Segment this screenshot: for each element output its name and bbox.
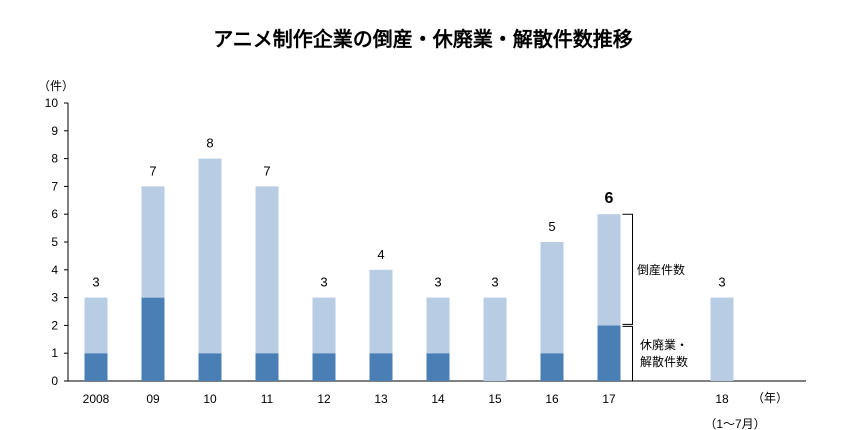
bar-segment-bankruptcy [369,269,393,354]
y-tick-label: 10 [45,96,59,110]
bar-total-label: 6 [605,190,614,207]
bar-segment-closure [540,353,564,381]
bar-segment-closure [255,353,279,381]
bar-segment-bankruptcy [84,297,108,354]
bar-segment-bankruptcy [426,297,450,354]
bar-total-label: 4 [377,247,384,262]
x-tick-label: 09 [146,392,160,406]
bar-total-label: 7 [149,163,156,178]
bar-segment-closure [597,325,621,381]
x-tick-label: 16 [545,392,559,406]
bar-total-label: 3 [92,275,99,290]
bar-segment-closure [312,353,336,381]
y-tick-label: 4 [51,263,58,277]
bar-segment-bankruptcy [710,297,734,381]
y-tick-label: 7 [51,179,58,193]
y-tick-label: 3 [51,291,58,305]
bar-total-label: 7 [263,163,270,178]
y-tick-label: 6 [51,207,58,221]
x-tick-label: 2008 [83,392,110,406]
bar-segment-bankruptcy [483,297,507,381]
x-tick-label: 10 [203,392,217,406]
bar-total-label: 3 [718,275,725,290]
y-tick-label: 0 [51,374,58,388]
bar-segment-closure [84,353,108,381]
bar-total-label: 3 [434,275,441,290]
bracket-label-bankruptcy: 倒産件数 [637,262,685,277]
value-labels: 3 7 8 7 3 4 3 3 5 6 3 [92,136,725,290]
bar-segment-closure [198,353,222,381]
bracket-bankruptcy [622,213,633,325]
x-tick-label: 17 [602,392,616,406]
bar-segment-bankruptcy [141,186,165,298]
bar-segment-closure [426,353,450,381]
bar-segment-bankruptcy [312,297,336,354]
bar-segment-bankruptcy [198,158,222,354]
chart-title: アニメ制作企業の倒産・休廃業・解散件数推移 [213,27,633,51]
x-axis-labels: 2008 09 10 11 12 13 14 15 16 17 18 [83,392,729,406]
x-tick-label: 15 [488,392,502,406]
y-tick-label: 5 [51,235,58,249]
bracket-closure [622,325,633,382]
bar-segment-bankruptcy [597,214,621,326]
x-unit-label: （年） [752,391,788,405]
x-tick-label: 14 [431,392,445,406]
bar-segment-bankruptcy [540,242,564,354]
x-last-category-note: （1～7月） [704,417,765,430]
y-axis: 0 1 2 3 4 5 6 7 8 9 10 [45,96,806,388]
x-tick-label: 12 [317,392,331,406]
bracket-label-closure-line2: 解散件数 [640,354,688,369]
bar-segment-closure [141,297,165,381]
y-unit-label: （件） [38,79,74,93]
y-tick-label: 2 [51,318,58,332]
x-tick-label: 13 [374,392,388,406]
bar-segment-closure [369,353,393,381]
y-tick-label: 1 [51,346,58,360]
bar-total-label: 8 [206,136,213,151]
y-tick-label: 8 [51,152,58,166]
bracket-label-closure-line1: 休廃業・ [640,337,688,352]
y-tick-label: 9 [51,124,58,138]
bar-segment-bankruptcy [255,186,279,354]
bar-total-label: 5 [548,219,555,234]
bars [84,158,734,381]
x-tick-label: 18 [715,392,729,406]
bar-total-label: 3 [320,275,327,290]
bar-total-label: 3 [491,275,498,290]
x-tick-label: 11 [261,392,274,406]
